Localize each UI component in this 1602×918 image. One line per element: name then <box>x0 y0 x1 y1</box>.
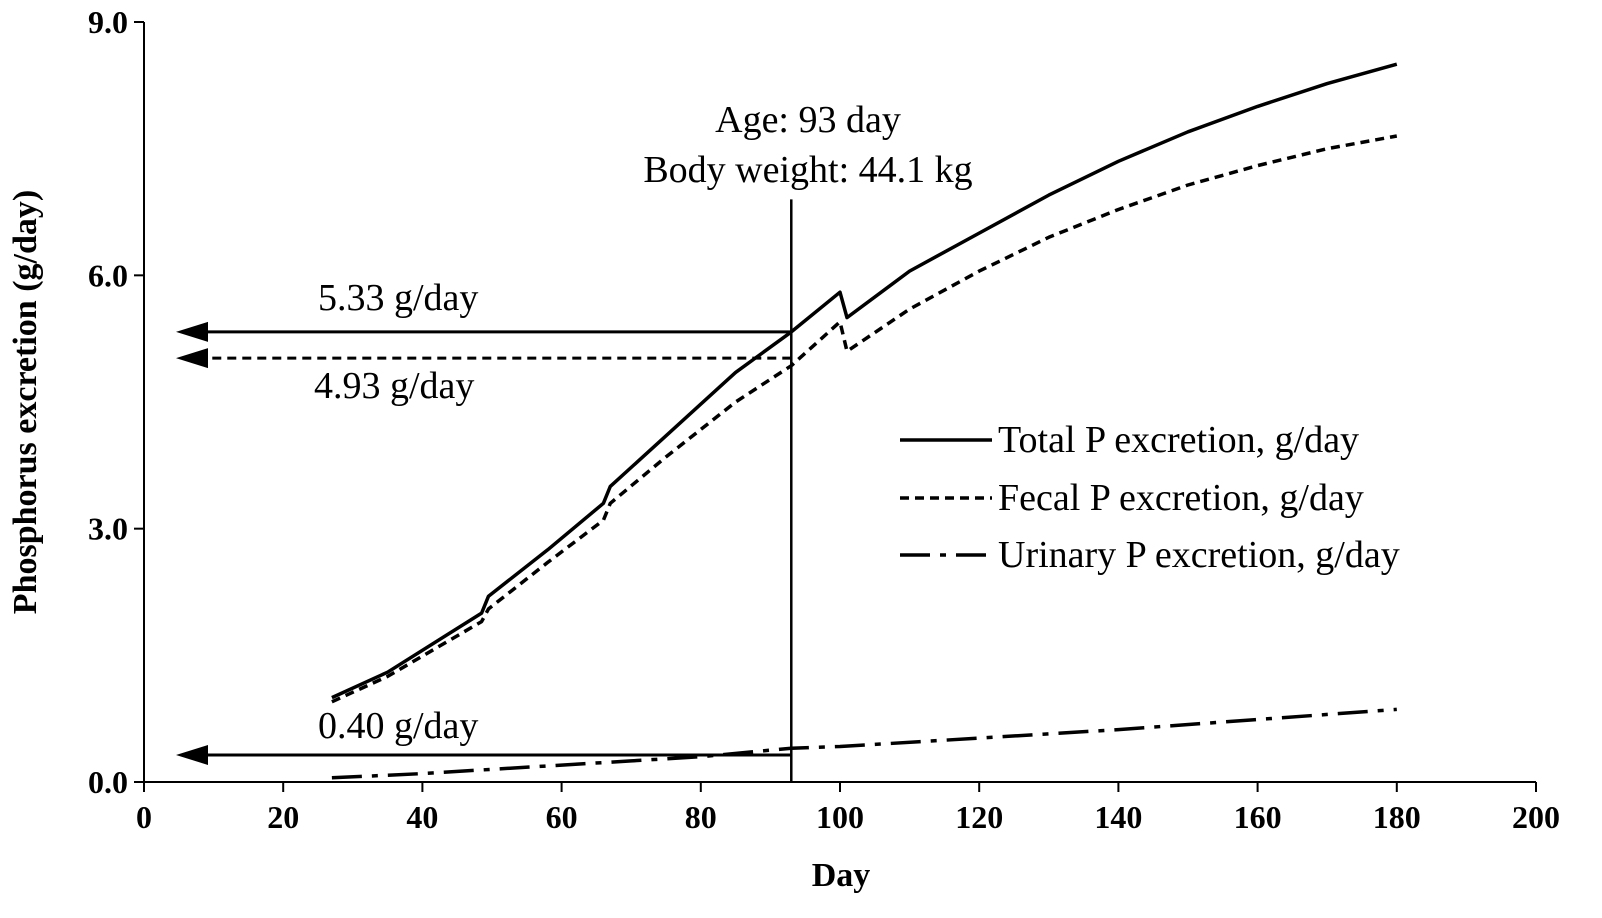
total-value-label: 5.33 g/day <box>318 277 478 319</box>
annotations <box>176 199 793 782</box>
urinary-value-label: 0.40 g/day <box>318 705 478 747</box>
x-tick-label: 200 <box>1512 799 1560 835</box>
x-tick-label: 100 <box>816 799 864 835</box>
x-tick-label: 80 <box>685 799 717 835</box>
urinary-p-excretion-line <box>331 707 1397 780</box>
axes <box>134 21 1537 792</box>
body-weight-annotation: Body weight: 44.1 kg <box>643 149 972 191</box>
y-axis-title: Phosphorus excretion (g/day) <box>7 190 44 614</box>
total-value-arrow-head <box>176 321 208 342</box>
x-tick-label: 0 <box>136 799 152 835</box>
total-p-excretion-line <box>331 62 1398 700</box>
x-tick-label: 20 <box>267 799 299 835</box>
x-tick-label: 180 <box>1373 799 1421 835</box>
tick-labels: 0 20 40 60 80 100 120 140 160 180 200 0.0 3.0 6.0 9.0 <box>88 4 1560 835</box>
y-tick-label: 0.0 <box>88 764 128 800</box>
fecal-value-label: 4.93 g/day <box>314 365 474 407</box>
urinary-value-arrow-head <box>176 744 208 765</box>
series-lines <box>331 62 1398 780</box>
x-tick-label: 40 <box>406 799 438 835</box>
x-tick-label: 160 <box>1234 799 1282 835</box>
x-tick-label: 120 <box>955 799 1003 835</box>
legend: Total P excretion, g/day Fecal P excreti… <box>900 419 1400 576</box>
age-annotation: Age: 93 day <box>715 99 901 141</box>
y-tick-label: 3.0 <box>88 511 128 547</box>
legend-label-fecal: Fecal P excretion, g/day <box>998 477 1364 519</box>
x-axis-title: Day <box>812 857 871 894</box>
legend-label-urinary: Urinary P excretion, g/day <box>998 534 1400 576</box>
fecal-value-arrow-head <box>176 348 208 369</box>
legend-label-total: Total P excretion, g/day <box>998 419 1359 461</box>
y-tick-label: 9.0 <box>88 4 128 40</box>
y-tick-label: 6.0 <box>88 257 128 293</box>
x-tick-label: 140 <box>1094 799 1142 835</box>
fecal-p-excretion-line <box>331 134 1398 704</box>
x-tick-label: 60 <box>546 799 578 835</box>
